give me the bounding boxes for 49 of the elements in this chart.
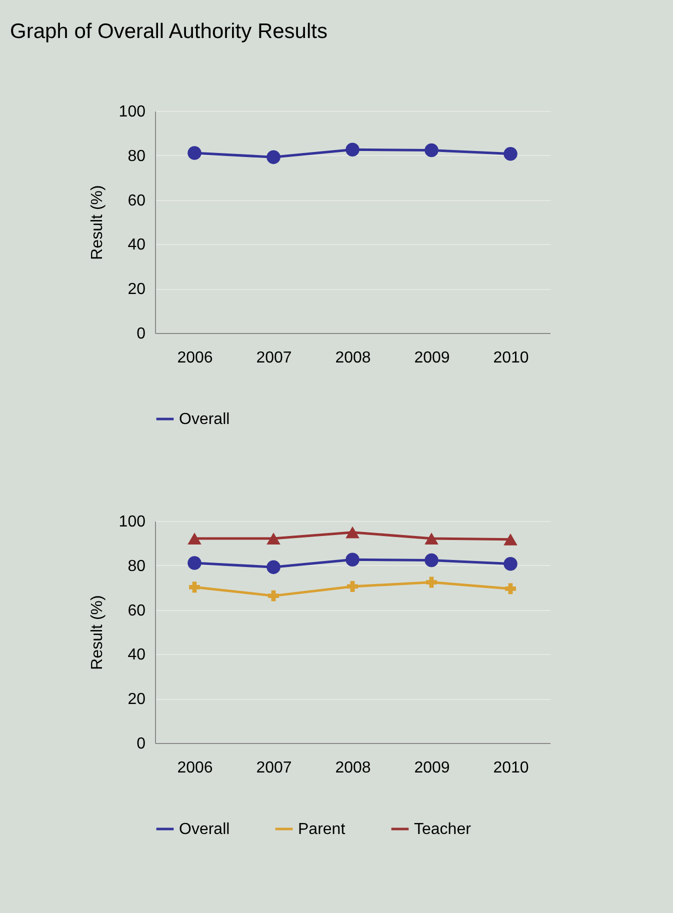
y-tick-label: 60: [128, 602, 146, 620]
chart-title: Graph of Overall Authority Results: [10, 20, 328, 44]
legend-label: Overall: [179, 821, 230, 838]
x-tick-label: 2009: [414, 760, 450, 776]
x-tick-label: 2009: [414, 350, 450, 366]
y-tick-label: 0: [136, 326, 146, 342]
point: [346, 552, 360, 567]
point: [188, 556, 202, 570]
point: [504, 533, 518, 546]
y-tick-label: 60: [128, 192, 146, 210]
point: [266, 532, 280, 545]
point: [347, 581, 358, 592]
y-tick-label: 40: [128, 646, 146, 664]
legend-label: Overall: [179, 411, 230, 428]
x-tick-label: 2008: [335, 760, 371, 776]
point: [266, 150, 280, 164]
x-tick-label: 2008: [335, 350, 371, 366]
point: [505, 583, 516, 594]
point: [346, 526, 360, 538]
point: [346, 142, 360, 157]
y-tick-label: 20: [128, 281, 146, 298]
y-axis-title: Result (%): [88, 595, 106, 670]
point: [424, 143, 438, 158]
x-tick-label: 2007: [256, 350, 292, 366]
point: [426, 576, 437, 588]
y-tick-label: 80: [128, 148, 146, 165]
point: [188, 146, 202, 160]
legend-label: Teacher: [414, 821, 472, 838]
y-tick-label: 20: [128, 691, 146, 708]
point: [188, 532, 202, 545]
y-tick-label: 80: [128, 558, 146, 575]
point: [268, 590, 279, 602]
y-tick-label: 0: [136, 736, 146, 752]
y-tick-label: 40: [128, 236, 146, 254]
y-tick-label: 100: [118, 104, 146, 120]
x-tick-label: 2010: [493, 350, 529, 366]
point: [189, 582, 200, 593]
point: [266, 560, 280, 574]
point: [424, 532, 438, 545]
x-tick-label: 2007: [256, 760, 292, 776]
x-tick-label: 2006: [177, 350, 213, 366]
x-tick-label: 2010: [493, 760, 529, 776]
legend-label: Parent: [298, 821, 346, 838]
point: [424, 553, 438, 568]
y-axis-title: Result (%): [88, 185, 106, 260]
y-tick-label: 100: [118, 514, 146, 530]
point: [504, 146, 518, 161]
x-tick-label: 2006: [177, 760, 213, 776]
point: [504, 556, 518, 571]
